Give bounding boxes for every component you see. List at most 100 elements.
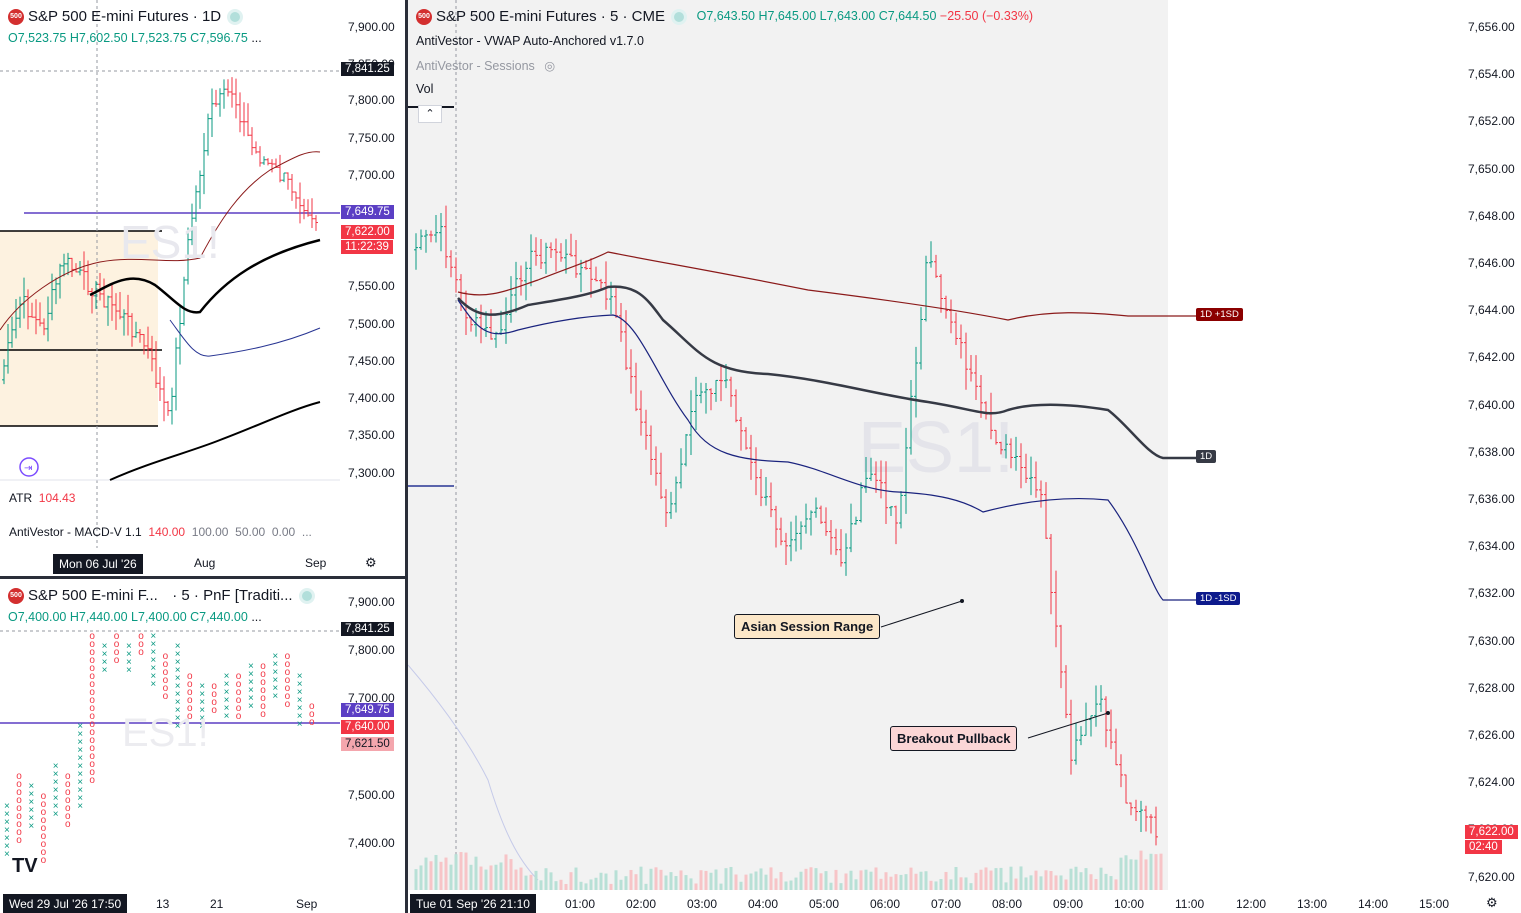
volume-bar <box>884 872 888 890</box>
pnf-o-box: o <box>211 705 217 716</box>
y-tick-label: 7,628.00 <box>1468 680 1515 695</box>
pnf-o-box: o <box>16 811 22 822</box>
pnf-x-box: × <box>4 809 10 820</box>
pnf-o-box: o <box>260 701 266 712</box>
pnf-x-box: × <box>4 825 10 836</box>
pnf-o-box: o <box>309 701 315 712</box>
main-countdown-tag: 02:40 <box>1465 840 1502 854</box>
pnf-x-box: × <box>77 793 83 804</box>
main-title[interactable]: S&P 500 E-mini Futures · 5 · CME <box>436 8 665 26</box>
pnf-o-box: o <box>114 639 120 650</box>
pane-divider-horizontal[interactable] <box>0 576 405 579</box>
tradingview-logo[interactable]: TV <box>12 855 38 877</box>
y-tick-label: 7,654.00 <box>1468 67 1515 82</box>
vwap-indicator-label[interactable]: AntiVestor - VWAP Auto-Anchored v1.7.0 <box>416 34 644 48</box>
volume-bar <box>464 852 468 890</box>
pnf-date-cursor: Wed 29 Jul '26 17:50 <box>3 894 128 913</box>
pnf-o-box: o <box>16 803 22 814</box>
volume-bar <box>1139 850 1143 890</box>
volume-bar <box>839 883 843 890</box>
daily-chart-pane[interactable]: ⇥ 500 S&P 500 E-mini Futures · 1D O7,523.… <box>0 0 405 576</box>
pnf-o-box: o <box>309 717 315 728</box>
session-background <box>408 0 1168 890</box>
pnf-x-box: × <box>102 665 108 676</box>
pnf-x-21: 21 <box>210 897 224 911</box>
main-legend[interactable]: 500 S&P 500 E-mini Futures · 5 · CME O7,6… <box>416 8 1033 25</box>
pane-divider-vertical[interactable] <box>405 0 408 913</box>
pnf-o-box: o <box>65 795 71 806</box>
main-chart-canvas[interactable]: ES1! <box>408 0 1521 913</box>
volume-bar <box>1029 875 1033 890</box>
x-tick-label: 04:00 <box>748 897 779 911</box>
pnf-x-box: × <box>175 657 181 668</box>
symbol-badge: 500 <box>8 8 24 25</box>
pnf-x-box: × <box>175 689 181 700</box>
pnf-x-box: × <box>4 849 10 860</box>
volume-bar <box>594 877 598 890</box>
volume-bar <box>769 867 773 890</box>
atr-label: ATR <box>9 491 33 505</box>
pnf-x-box: × <box>150 647 156 658</box>
x-label-aug: Aug <box>194 556 216 570</box>
macd-legend[interactable]: AntiVestor - MACD-V 1.1 140.00 100.00 50… <box>9 525 312 539</box>
volume-indicator-label[interactable]: Vol <box>416 82 434 96</box>
pnf-x-box: × <box>248 685 254 696</box>
pnf-o-box: o <box>187 703 193 714</box>
pnf-x-box: × <box>77 777 83 788</box>
pnf-x-box: × <box>248 701 254 712</box>
ohlc-low: L7,400.00 <box>131 610 187 624</box>
breakout-pullback-callout[interactable]: Breakout Pullback <box>890 726 1018 751</box>
daily-legend[interactable]: 500 S&P 500 E-mini Futures · 1D <box>8 8 244 26</box>
pnf-x-box: × <box>53 801 59 812</box>
pnf-x-13: 13 <box>156 897 170 911</box>
x-tick-label: 14:00 <box>1358 897 1389 911</box>
status-dot-icon <box>670 8 687 25</box>
y-tick-label: 7,626.00 <box>1468 728 1515 742</box>
sessions-indicator[interactable]: AntiVestor - Sessions ◎ <box>416 58 555 73</box>
pnf-o-box: o <box>211 681 217 692</box>
pnf-o-box: o <box>41 847 47 858</box>
pnf-title[interactable]: S&P 500 E-mini F... <box>28 587 158 605</box>
ohlc-close: C7,644.50 <box>878 9 937 23</box>
volume-bar <box>879 878 883 890</box>
pnf-o-box: o <box>89 767 95 778</box>
pnf-x-box: × <box>77 753 83 764</box>
volume-bar <box>579 881 583 890</box>
settings-gear-icon[interactable]: ⚙ <box>1486 895 1498 910</box>
pnf-o-box: o <box>16 771 22 782</box>
pnf-x-box: × <box>150 655 156 666</box>
volume-bar <box>424 857 428 890</box>
volume-bar <box>474 856 478 890</box>
pnf-o-box: o <box>260 693 266 704</box>
pnf-x-box: × <box>175 713 181 724</box>
volume-bar <box>639 866 643 890</box>
volume-bar <box>1154 854 1158 890</box>
y-tick-label: 7,634.00 <box>1468 539 1515 554</box>
daily-chart-canvas[interactable]: ⇥ <box>0 0 405 576</box>
settings-gear-icon[interactable]: ⚙ <box>365 555 377 570</box>
pnf-x-box: × <box>126 657 132 668</box>
pnf-legend[interactable]: 500 S&P 500 E-mini F... · 5 · PnF [Tradit… <box>8 587 315 604</box>
daily-title[interactable]: S&P 500 E-mini Futures · 1D <box>28 8 222 26</box>
atr-legend[interactable]: ATR 104.43 <box>9 491 75 505</box>
pnf-chart-pane[interactable]: × × × × × × × o o o o o o o o o × × × × × × o o o o o o o o o × × × × × × × o o… <box>0 579 405 913</box>
volume-bar <box>524 875 528 890</box>
replay-icon[interactable] <box>19 457 39 477</box>
volume-bar <box>714 869 718 890</box>
volume-bar <box>599 872 603 890</box>
main-chart-pane[interactable]: ES1! 500 S&P 500 E-mini Futures · 5 · CME… <box>408 0 1521 913</box>
pnf-chart-canvas[interactable]: ×××××××ooooooooo××××××ooooooooo×××××××oo… <box>0 579 405 913</box>
pnf-o-box: o <box>89 735 95 746</box>
daily-date-cursor: Mon 06 Jul '26 <box>53 554 143 574</box>
pnf-x-box: × <box>199 689 205 700</box>
volume-bar <box>764 874 768 890</box>
main-ohlc: O7,643.50 H7,645.00 L7,643.00 C7,644.50 … <box>697 9 1033 23</box>
volume-bar <box>649 868 653 890</box>
pnf-x-box: × <box>272 651 278 662</box>
pnf-o-box: o <box>41 839 47 850</box>
volume-bar <box>659 869 663 890</box>
ohlc-close: C7,440.00 <box>190 610 248 624</box>
pnf-x-box: × <box>248 677 254 688</box>
asian-session-callout[interactable]: Asian Session Range <box>734 614 881 639</box>
collapse-chevron-up-icon[interactable]: ⌃ <box>418 105 442 123</box>
